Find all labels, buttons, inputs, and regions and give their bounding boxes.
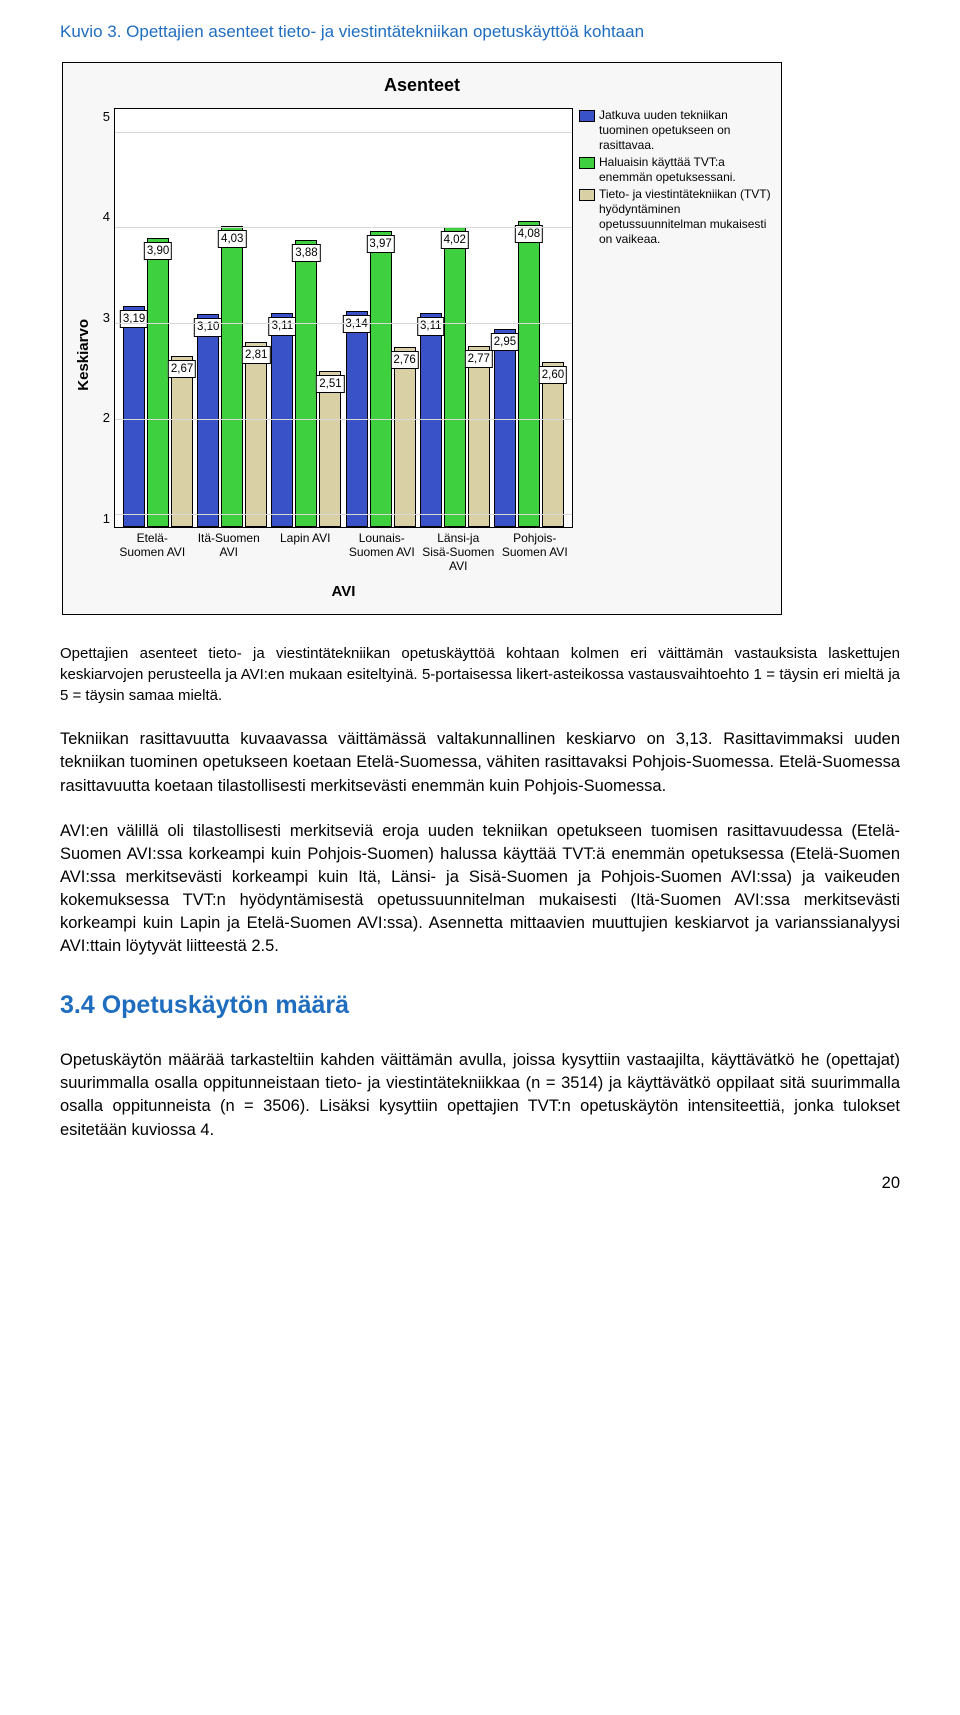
y-tick: 5: [96, 108, 110, 126]
paragraph: AVI:en välillä oli tilastollisesti merki…: [60, 820, 900, 959]
bar: 4,03: [221, 226, 243, 527]
bar: 3,10: [197, 314, 219, 527]
page-number: 20: [60, 1172, 900, 1195]
bar: 2,76: [394, 347, 416, 527]
bar-group: 3,143,972,76: [344, 109, 418, 527]
legend: Jatkuva uuden tekniikan tuominen opetuks…: [573, 108, 773, 249]
legend-item: Haluaisin käyttää TVT:a enemmän opetukse…: [579, 155, 773, 185]
bar: 3,90: [147, 238, 169, 527]
bar: 2,81: [245, 342, 267, 527]
bar-value-label: 2,81: [242, 346, 270, 364]
y-tick: 3: [96, 309, 110, 327]
bar-value-label: 3,11: [417, 317, 445, 335]
bar-group: 3,11 4,02 2,77: [418, 109, 492, 527]
bar: 2,95: [494, 329, 516, 527]
bar-value-label: 2,51: [316, 375, 344, 393]
legend-swatch: [579, 110, 595, 122]
bar: 3,11: [271, 313, 293, 527]
bar-value-label: 2,76: [390, 351, 418, 369]
bar: 3,97: [370, 231, 392, 527]
legend-swatch: [579, 157, 595, 169]
bar: 2,51: [319, 371, 341, 527]
section-heading: 3.4 Opetuskäytön määrä: [60, 988, 900, 1023]
y-tick: 1: [96, 510, 110, 528]
legend-item: Jatkuva uuden tekniikan tuominen opetuks…: [579, 108, 773, 153]
x-ticks: Etelä-Suomen AVIItä-SuomenAVILapin AVILo…: [96, 528, 573, 573]
x-axis-label: AVI: [96, 581, 573, 602]
paragraph: Opetuskäytön määrää tarkasteltiin kahden…: [60, 1049, 900, 1141]
legend-label: Haluaisin käyttää TVT:a enemmän opetukse…: [599, 155, 773, 185]
chart-title: Asenteet: [71, 73, 773, 98]
y-ticks: 5 4 3 2 1: [96, 108, 114, 528]
bar-value-label: 2,95: [491, 333, 519, 351]
bar-group: 3,10 4,03 2,81: [195, 109, 269, 527]
bar-value-label: 3,11: [269, 317, 297, 335]
y-axis-label: Keskiarvo: [71, 319, 96, 391]
legend-label: Jatkuva uuden tekniikan tuominen opetuks…: [599, 108, 773, 153]
x-tick: Länsi-jaSisä-SuomenAVI: [420, 528, 497, 573]
bar: 3,11: [420, 313, 442, 527]
bar-value-label: 2,60: [539, 366, 567, 384]
bar: 3,19: [123, 306, 145, 527]
bar: 3,88: [295, 240, 317, 527]
bar-value-label: 2,67: [168, 360, 196, 378]
x-tick: Pohjois-Suomen AVI: [497, 528, 574, 573]
bar: 2,67: [171, 356, 193, 527]
bar-value-label: 4,03: [218, 230, 246, 248]
legend-label: Tieto- ja viestintätekniikan (TVT) hyödy…: [599, 187, 773, 247]
bar: 2,60: [542, 362, 564, 527]
bar: 4,08: [518, 221, 540, 527]
x-tick: Itä-SuomenAVI: [191, 528, 268, 573]
x-tick: Lapin AVI: [267, 528, 344, 573]
bar: 4,02: [444, 227, 466, 527]
bar-group: 3,19 3,90 2,67: [121, 109, 195, 527]
chart-container: Asenteet Keskiarvo 54321 3,193,902,673,1…: [62, 62, 782, 616]
legend-swatch: [579, 189, 595, 201]
plot-area: 3,193,902,673,104,032,813,113,882,513,14…: [114, 108, 573, 528]
bar-value-label: 3,90: [144, 242, 172, 260]
y-tick: 4: [96, 208, 110, 226]
bar-value-label: 3,19: [120, 310, 148, 328]
x-tick: Etelä-Suomen AVI: [114, 528, 191, 573]
bar-group: 3,11 3,88 2,51: [269, 109, 343, 527]
bar-value-label: 3,97: [366, 235, 394, 253]
bar: 2,77: [468, 346, 490, 527]
legend-item: Tieto- ja viestintätekniikan (TVT) hyödy…: [579, 187, 773, 247]
bar-value-label: 4,02: [441, 231, 469, 249]
bar-value-label: 3,88: [292, 244, 320, 262]
chart-note: Opettajien asenteet tieto- ja viestintät…: [60, 643, 900, 706]
bar-group: 2,954,082,60: [492, 109, 566, 527]
bar-value-label: 2,77: [465, 350, 493, 368]
paragraph: Tekniikan rasittavuutta kuvaavassa väitt…: [60, 728, 900, 797]
y-tick: 2: [96, 409, 110, 427]
figure-caption: Kuvio 3. Opettajien asenteet tieto- ja v…: [60, 20, 900, 44]
x-tick: Lounais-Suomen AVI: [344, 528, 421, 573]
bar-value-label: 3,10: [194, 318, 222, 336]
